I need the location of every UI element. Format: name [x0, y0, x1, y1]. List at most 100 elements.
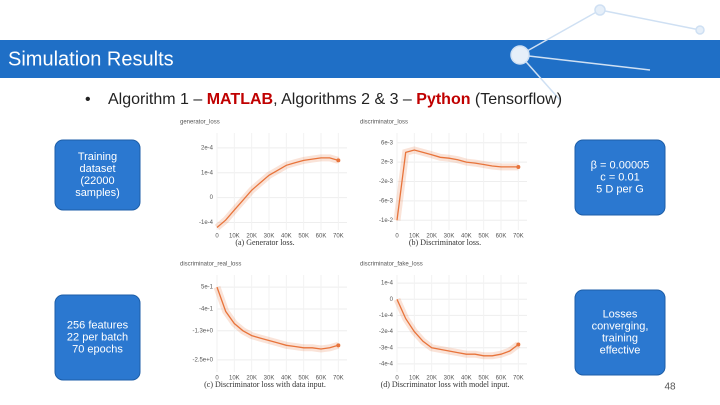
bullet-segment: Algorithm 1 –	[108, 91, 207, 108]
info-box	[54, 139, 141, 211]
x-tick-label: 0	[215, 234, 219, 240]
box-text: converging,	[592, 320, 649, 332]
y-tick-label: -4e-1	[199, 307, 214, 313]
chart-caption: (b) Discriminator loss.	[409, 238, 481, 247]
x-tick-label: 60K	[496, 234, 507, 240]
box-text: samples)	[75, 187, 120, 199]
x-tick-label: 70K	[513, 234, 524, 240]
y-tick-label: 6e-3	[381, 140, 394, 146]
box-text: β = 0.00005	[591, 159, 650, 171]
x-tick-label: 60K	[316, 234, 327, 240]
loss-line	[216, 157, 339, 228]
y-tick-label: -1e-2	[379, 218, 394, 224]
y-tick-label: -3e-4	[379, 345, 394, 351]
x-tick-label: 40K	[461, 376, 472, 382]
y-tick-label: -2e-4	[379, 329, 394, 335]
x-tick-label: 10K	[409, 234, 420, 240]
chart-title: discriminator_loss	[360, 120, 408, 126]
box-text: (22000	[80, 175, 114, 187]
x-tick-label: 0	[395, 234, 399, 240]
x-tick-label: 30K	[264, 234, 275, 240]
y-tick-label: 1e-4	[381, 281, 394, 287]
box-text: 5 D per G	[596, 183, 644, 195]
loss-noise	[214, 154, 340, 231]
x-tick-label: 20K	[246, 376, 257, 382]
x-tick-label: 30K	[264, 376, 275, 382]
y-tick-label: 2e-4	[201, 146, 214, 152]
loss-line	[216, 286, 339, 350]
y-tick-label: 5e-1	[201, 285, 214, 291]
end-point	[516, 164, 521, 169]
x-tick-label: 10K	[229, 234, 240, 240]
y-tick-label: -4e-4	[379, 361, 394, 367]
y-tick-label: -2e-3	[379, 179, 394, 185]
box-text: Training	[78, 151, 117, 163]
x-tick-label: 50K	[298, 376, 309, 382]
x-tick-label: 70K	[333, 376, 344, 382]
y-tick-label: 2e-3	[381, 160, 394, 166]
info-box	[574, 139, 666, 216]
end-point	[336, 158, 341, 163]
end-point	[516, 342, 521, 347]
x-tick-label: 0	[215, 376, 219, 382]
loss-noise	[213, 285, 340, 353]
y-tick-label: -1.3e+0	[192, 328, 213, 334]
loss-line	[396, 299, 519, 357]
bullet-segment: Python	[416, 91, 470, 108]
bullet-text: Algorithm 1 – MATLAB, Algorithms 2 & 3 –…	[108, 91, 562, 108]
box-text: 256 features	[67, 319, 129, 331]
x-tick-label: 50K	[298, 234, 309, 240]
x-tick-label: 50K	[478, 234, 489, 240]
y-tick-label: -2.5e+0	[192, 357, 213, 363]
loss-line	[396, 149, 519, 221]
y-tick-label: -1e-4	[199, 220, 214, 226]
bullet-segment: MATLAB	[207, 91, 273, 108]
x-tick-label: 60K	[316, 376, 327, 382]
info-box	[574, 289, 666, 376]
x-tick-label: 20K	[426, 376, 437, 382]
y-tick-label: -1e-4	[379, 313, 394, 319]
loss-noise	[393, 146, 519, 221]
x-tick-label: 20K	[246, 234, 257, 240]
y-tick-label: -6e-3	[379, 198, 394, 204]
title-bar	[0, 40, 720, 78]
chart-caption: (d) Discriminator loss with model input.	[381, 380, 510, 389]
end-point	[336, 343, 341, 348]
network-decoration	[510, 4, 705, 101]
bullet-mark: •	[85, 91, 91, 108]
chart-caption: (c) Discriminator loss with data input.	[204, 380, 326, 389]
bullet-segment: (Tensorflow)	[470, 91, 562, 108]
chart-title: discriminator_real_loss	[180, 262, 241, 268]
y-tick-label: 1e-4	[201, 170, 214, 176]
box-text: 70 epochs	[72, 343, 123, 355]
x-tick-label: 40K	[461, 234, 472, 240]
x-tick-label: 30K	[444, 234, 455, 240]
box-text: dataset	[79, 163, 115, 175]
info-box	[54, 294, 141, 381]
box-text: c = 0.01	[600, 171, 639, 183]
slide-title: Simulation Results	[8, 48, 174, 70]
x-tick-label: 10K	[229, 376, 240, 382]
box-text: effective	[600, 344, 641, 356]
y-tick-label: 0	[390, 297, 394, 303]
bullet-segment: , Algorithms 2 & 3 –	[273, 91, 416, 108]
x-tick-label: 20K	[426, 234, 437, 240]
x-tick-label: 40K	[281, 234, 292, 240]
chart-title: discriminator_fake_loss	[360, 262, 423, 268]
x-tick-label: 70K	[333, 234, 344, 240]
box-text: training	[602, 332, 638, 344]
chart-title: generator_loss	[180, 120, 220, 126]
y-tick-label: 0	[210, 195, 214, 201]
x-tick-label: 40K	[281, 376, 292, 382]
x-tick-label: 0	[395, 376, 399, 382]
x-tick-label: 60K	[496, 376, 507, 382]
x-tick-label: 30K	[444, 376, 455, 382]
box-text: 22 per batch	[67, 331, 128, 343]
chart-caption: (a) Generator loss.	[235, 238, 294, 247]
x-tick-label: 50K	[478, 376, 489, 382]
x-tick-label: 70K	[513, 376, 524, 382]
x-tick-label: 10K	[409, 376, 420, 382]
box-text: Losses	[603, 308, 638, 320]
page-number: 48	[664, 382, 676, 393]
